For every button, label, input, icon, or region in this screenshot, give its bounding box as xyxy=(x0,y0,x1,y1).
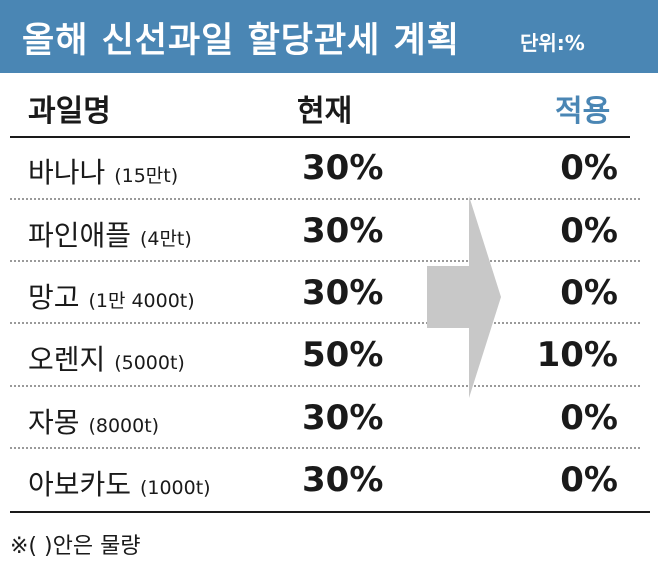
applied-rate: 0% xyxy=(560,398,618,438)
column-header-current: 현재 xyxy=(297,94,353,129)
page-title: 올해 신선과일 할당관세 계획 xyxy=(22,21,460,61)
fruit-amount: (4만t) xyxy=(139,228,192,250)
fruit-amount: (8000t) xyxy=(88,415,160,437)
current-rate: 30% xyxy=(302,148,384,188)
fruit-amount: (1만 4000t) xyxy=(88,290,195,312)
current-rate: 30% xyxy=(302,273,384,313)
current-rate: 30% xyxy=(302,460,384,500)
applied-rate: 0% xyxy=(560,148,618,188)
applied-rate: 0% xyxy=(560,460,618,500)
row-divider xyxy=(10,385,640,387)
fruit-amount: (1000t) xyxy=(139,477,211,499)
current-rate: 30% xyxy=(302,211,384,251)
row-divider xyxy=(10,260,640,262)
current-rate: 30% xyxy=(302,398,384,438)
row-divider xyxy=(10,198,640,200)
row-divider xyxy=(10,322,640,324)
applied-rate: 0% xyxy=(560,273,618,313)
fruit-name: 망고 xyxy=(28,281,80,314)
header-banner: 올해 신선과일 할당관세 계획 단위:% xyxy=(0,0,658,73)
table-bottom-rule xyxy=(10,511,650,513)
footnote: ※( )안은 물량 xyxy=(10,534,141,559)
row-divider xyxy=(10,447,640,449)
table-top-rule xyxy=(10,136,630,138)
fruit-name: 자몽 xyxy=(28,406,80,439)
applied-rate: 10% xyxy=(536,335,618,375)
fruit-name: 파인애플 xyxy=(28,219,132,252)
fruit-name: 아보카도 xyxy=(28,468,132,501)
right-arrow-icon xyxy=(427,196,501,398)
table-row-name: 바나나 (15만t) xyxy=(28,151,178,191)
table-row-name: 자몽 (8000t) xyxy=(28,401,159,441)
column-header-applied: 적용 xyxy=(555,94,611,129)
fruit-name: 바나나 xyxy=(28,156,106,189)
unit-label: 단위:% xyxy=(520,31,585,55)
table-row-name: 파인애플 (4만t) xyxy=(28,214,192,254)
table-row-name: 오렌지 (5000t) xyxy=(28,338,185,378)
table-row-name: 망고 (1만 4000t) xyxy=(28,276,195,316)
applied-rate: 0% xyxy=(560,211,618,251)
fruit-name: 오렌지 xyxy=(28,343,106,376)
current-rate: 50% xyxy=(302,335,384,375)
fruit-amount: (5000t) xyxy=(114,352,185,374)
table-row-name: 아보카도 (1000t) xyxy=(28,463,211,503)
fruit-amount: (15만t) xyxy=(114,165,179,187)
column-header-name: 과일명 xyxy=(28,94,111,129)
